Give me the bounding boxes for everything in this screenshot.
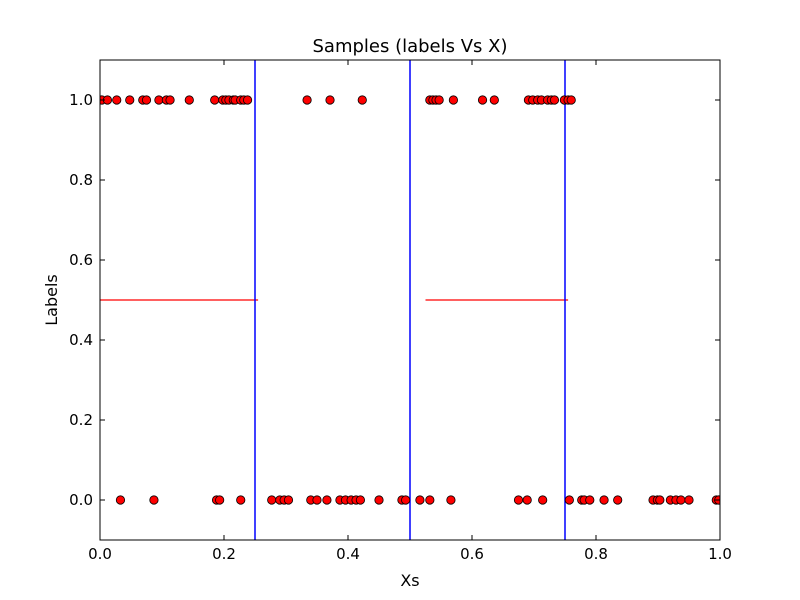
plot-area: 0.0 0.2 0.4 0.6 0.8 1.0 0.0 0.2 0.4 0.6 0.8 1.0 [69, 59, 732, 563]
data-point-label1-2 [112, 95, 122, 105]
data-point-label0-16 [355, 495, 365, 505]
data-point-label0-21 [425, 495, 435, 505]
plot-frame [99, 59, 721, 541]
data-point-label1-25 [434, 95, 444, 105]
data-point-label0-25 [538, 495, 548, 505]
data-point-label0-34 [655, 495, 665, 505]
data-point-label0-17 [374, 495, 384, 505]
x-tick-label-0: 0.0 [88, 545, 112, 563]
y-tick-label-0: 0.0 [69, 491, 93, 509]
y-tick-label-3: 0.6 [69, 251, 93, 269]
data-point-label0-26 [564, 495, 574, 505]
data-point-label0-11 [322, 495, 332, 505]
x-tick-label-5: 1.0 [708, 545, 732, 563]
data-point-label0-10 [312, 495, 322, 505]
x-tick-label-4: 0.8 [584, 545, 608, 563]
x-tick-label-3: 0.6 [460, 545, 484, 563]
data-point-label0-38 [684, 495, 694, 505]
x-tick-label-2: 0.4 [336, 545, 360, 563]
chart-title: Samples (labels Vs X) [312, 36, 507, 57]
data-point-label1-35 [549, 95, 560, 105]
data-point-label1-28 [489, 95, 499, 105]
data-point-label1-9 [184, 95, 194, 105]
y-tick-label-5: 1.0 [69, 91, 93, 109]
data-point-label0-1 [149, 495, 159, 505]
data-point-label1-3 [125, 95, 135, 105]
data-point-label0-5 [267, 495, 277, 505]
y-axis-label: Labels [42, 274, 61, 326]
x-axis-label: Xs [400, 571, 419, 590]
data-point-label1-38 [566, 95, 576, 105]
y-tick-label-2: 0.4 [69, 331, 93, 349]
data-point-label1-18 [242, 95, 253, 105]
data-point-label0-24 [522, 495, 532, 505]
x-tick-label-1: 0.2 [212, 545, 236, 563]
data-point-label0-22 [446, 495, 456, 505]
data-point-label1-10 [210, 95, 220, 105]
y-tick-label-4: 0.8 [69, 171, 93, 189]
data-point-label0-3 [215, 495, 225, 505]
data-point-label0-8 [283, 495, 294, 505]
data-point-label0-0 [115, 495, 126, 505]
data-point-label0-29 [585, 495, 595, 505]
data-point-label1-8 [165, 95, 175, 105]
data-point-label0-4 [236, 495, 246, 505]
data-point-label0-30 [599, 495, 609, 505]
y-tick-label-1: 0.2 [69, 411, 93, 429]
data-point-label0-23 [513, 495, 524, 505]
data-point-label1-21 [357, 95, 367, 105]
data-point-label0-19 [401, 495, 411, 505]
data-point-label0-37 [676, 495, 686, 505]
data-point-label0-31 [613, 495, 623, 505]
data-point-label1-20 [325, 95, 335, 105]
data-point-label1-26 [448, 95, 458, 105]
data-point-label1-27 [477, 95, 488, 105]
data-point-label1-5 [141, 95, 152, 105]
data-marks [100, 60, 720, 540]
data-point-label1-19 [302, 95, 312, 105]
data-point-label0-20 [415, 495, 425, 505]
